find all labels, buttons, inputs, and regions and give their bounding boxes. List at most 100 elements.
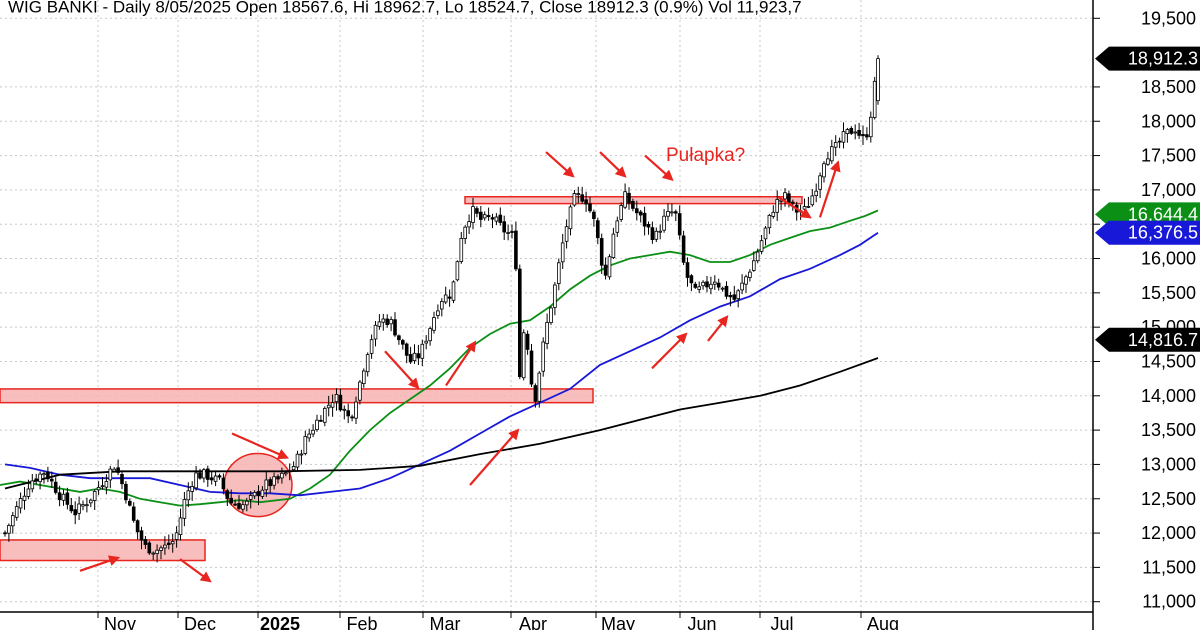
- candle-body: [826, 158, 830, 165]
- price-candles: [3, 55, 880, 563]
- candle-body: [338, 394, 343, 411]
- candle-body: [533, 385, 538, 402]
- candle-body: [658, 230, 662, 233]
- candle-body: [763, 227, 768, 240]
- candle-body: [619, 205, 623, 220]
- candle-body: [841, 131, 846, 143]
- candle-body: [120, 473, 124, 485]
- candle-body: [322, 408, 327, 423]
- candle-body: [525, 333, 530, 350]
- x-tick-label: 2025: [260, 614, 300, 630]
- y-tick-label: 12,000: [1141, 523, 1196, 543]
- candle-body: [65, 492, 70, 505]
- candle-body: [326, 404, 331, 409]
- candle-body: [443, 294, 448, 303]
- candle-body: [198, 472, 202, 479]
- candle-body: [810, 195, 815, 206]
- candle-body: [521, 332, 526, 379]
- candle-body: [635, 208, 639, 214]
- candle-body: [494, 216, 499, 222]
- candle-body: [252, 491, 257, 497]
- red-arrow: [707, 315, 729, 342]
- x-tick-label: Aug: [867, 614, 899, 630]
- candle-body: [642, 212, 647, 227]
- candle-body: [818, 175, 822, 190]
- y-tick-label: 11,500: [1142, 557, 1196, 577]
- candle-body: [229, 497, 234, 504]
- y-tick-label: 19,500: [1141, 8, 1196, 28]
- candle-body: [186, 490, 191, 501]
- candle-body: [728, 294, 733, 298]
- candle-body: [662, 215, 666, 231]
- candle-body: [580, 194, 584, 202]
- candle-body: [194, 472, 198, 489]
- candle-body: [837, 140, 842, 143]
- price-badge-label: 16,644.4: [1128, 204, 1198, 224]
- candle-body: [436, 310, 440, 316]
- red-arrow: [445, 340, 477, 387]
- candle-body: [381, 318, 386, 323]
- x-tick-label: Nov: [104, 614, 136, 630]
- candle-body: [397, 335, 401, 341]
- candle-body: [61, 493, 66, 501]
- candle-body: [112, 468, 117, 472]
- candle-body: [432, 317, 436, 331]
- candle-body: [18, 498, 23, 509]
- candle-body: [568, 206, 573, 230]
- candle-body: [584, 199, 588, 205]
- candle-body: [572, 193, 577, 206]
- red-arrow: [818, 160, 841, 218]
- candle-body: [342, 408, 347, 411]
- candle-body: [447, 296, 452, 299]
- candle-body: [592, 211, 596, 219]
- candle-body: [330, 402, 335, 408]
- candle-body: [276, 476, 280, 480]
- candle-body: [361, 370, 366, 385]
- candle-body: [26, 488, 31, 497]
- candle-body: [350, 416, 354, 419]
- candle-body: [709, 283, 713, 290]
- candle-body: [557, 262, 561, 284]
- candle-body: [174, 532, 179, 540]
- candle-body: [256, 491, 261, 497]
- candle-body: [670, 211, 674, 214]
- candle-body: [92, 490, 97, 501]
- support-resistance-zones: [0, 196, 803, 562]
- candle-body: [38, 473, 42, 483]
- candle-body: [116, 467, 120, 473]
- candle-body: [100, 485, 105, 488]
- candle-body: [34, 478, 38, 482]
- candle-body: [869, 116, 873, 138]
- candle-body: [3, 532, 7, 535]
- candle-body: [217, 475, 222, 478]
- candle-body: [514, 230, 518, 270]
- red-arrow: [384, 350, 420, 390]
- candle-body: [22, 495, 27, 501]
- candle-body: [89, 499, 93, 504]
- candle-body: [752, 260, 756, 271]
- candle-body: [104, 481, 109, 488]
- candle-body: [260, 489, 265, 497]
- candle-body: [736, 290, 740, 300]
- candle-body: [85, 504, 89, 507]
- red-arrow: [599, 151, 627, 178]
- candle-body: [404, 343, 409, 356]
- red-arrow: [651, 332, 688, 370]
- candle-body: [369, 339, 374, 354]
- candle-body: [311, 429, 315, 435]
- y-tick-label: 16,000: [1141, 249, 1196, 269]
- candle-body: [771, 211, 776, 217]
- candle-body: [287, 470, 292, 473]
- candle-body: [377, 321, 382, 327]
- candle-body: [147, 542, 152, 554]
- x-tick-label: Dec: [184, 614, 216, 630]
- price-badges: 18,912.3 16,644.416,376.5 14,816.7: [1095, 46, 1200, 352]
- candle-body: [697, 286, 701, 290]
- candle-body: [791, 201, 795, 204]
- candle-body: [599, 238, 604, 266]
- candle-body: [767, 214, 772, 229]
- candle-body: [490, 217, 495, 220]
- moving-average-line: [4, 231, 879, 497]
- candle-body: [459, 237, 464, 262]
